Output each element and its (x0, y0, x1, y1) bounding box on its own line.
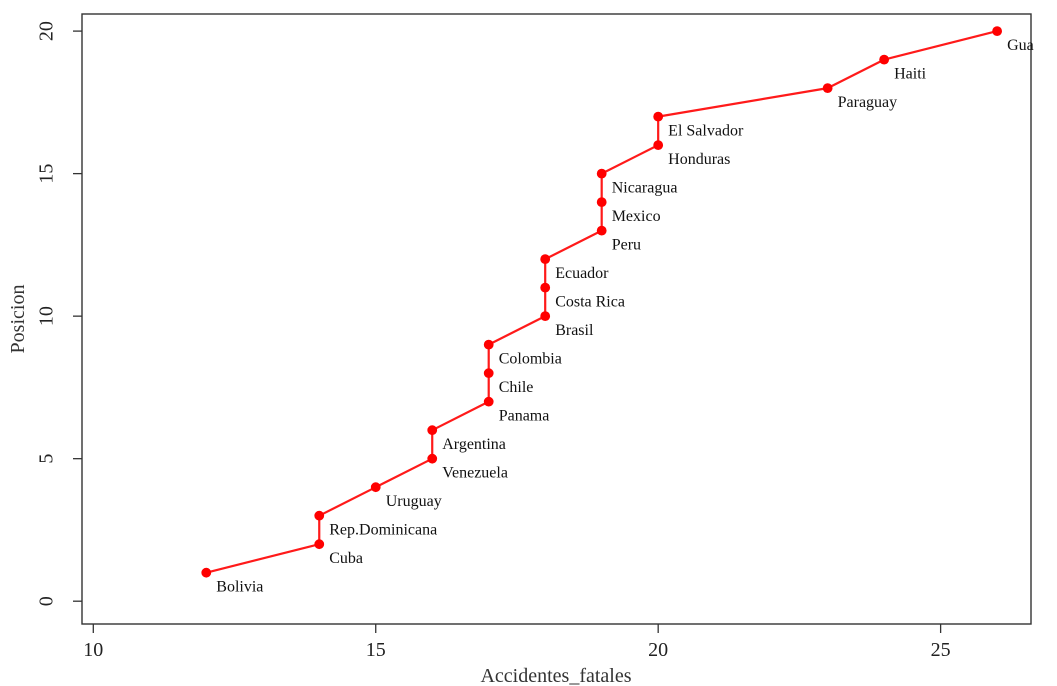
data-point (427, 425, 438, 436)
data-label: Costa Rica (555, 294, 625, 311)
data-label: El Salvador (668, 123, 744, 140)
data-point (596, 225, 607, 236)
plot-frame (81, 13, 1032, 625)
data-point (879, 54, 890, 65)
data-label: Nicaragua (612, 180, 678, 197)
x-axis-title: Accidentes_fatales (480, 665, 631, 686)
data-point (370, 482, 381, 493)
data-label: Cuba (329, 550, 363, 567)
data-point (314, 539, 325, 550)
data-label: Venezuela (442, 465, 508, 482)
data-label: Mexico (612, 208, 661, 225)
point-labels-layer: Bolivia Cuba Rep.Dominicana UruguayVenezuel… (216, 37, 1033, 596)
data-label: Uruguay (386, 493, 442, 510)
x-tick-label: 20 (648, 639, 668, 661)
data-label: Bolivia (216, 579, 263, 596)
data-label: Ecuador (555, 265, 609, 282)
data-point (540, 254, 551, 265)
y-axis-title: Posicion (7, 285, 29, 354)
data-label: Chile (499, 379, 534, 396)
y-tick-label: 15 (36, 164, 58, 184)
data-point (483, 339, 494, 350)
y-tick-label: 10 (36, 306, 58, 326)
data-point (596, 197, 607, 208)
y-tick-label: 5 (36, 454, 58, 464)
data-label: Argentina (442, 436, 506, 453)
x-tick-label: 15 (366, 639, 386, 661)
data-label: Haiti (894, 66, 927, 83)
data-label: Gua (1007, 37, 1034, 54)
data-point (314, 510, 325, 521)
y-tick-label: 0 (36, 596, 58, 606)
data-label: Paraguay (838, 94, 898, 111)
data-point (596, 168, 607, 179)
x-tick-label: 25 (931, 639, 951, 661)
data-point (992, 26, 1003, 37)
data-point (483, 368, 494, 379)
data-label: Rep.Dominicana (329, 522, 437, 539)
data-label: Peru (612, 237, 641, 254)
data-point (653, 111, 664, 122)
data-point (201, 567, 212, 578)
data-label: Brasil (555, 322, 594, 339)
data-point (540, 282, 551, 293)
data-points-layer (201, 26, 1003, 578)
axes: 10 15 20 25 0 5 10 15 20 (36, 13, 1032, 661)
data-label: Colombia (499, 351, 562, 368)
data-label: Honduras (668, 151, 730, 168)
data-point (540, 311, 551, 322)
data-point (653, 140, 664, 151)
data-point (427, 453, 438, 464)
x-tick-label: 10 (83, 639, 103, 661)
data-point (483, 396, 494, 407)
y-tick-label: 20 (36, 21, 58, 41)
data-point (822, 83, 833, 94)
data-label: Panama (499, 408, 550, 425)
